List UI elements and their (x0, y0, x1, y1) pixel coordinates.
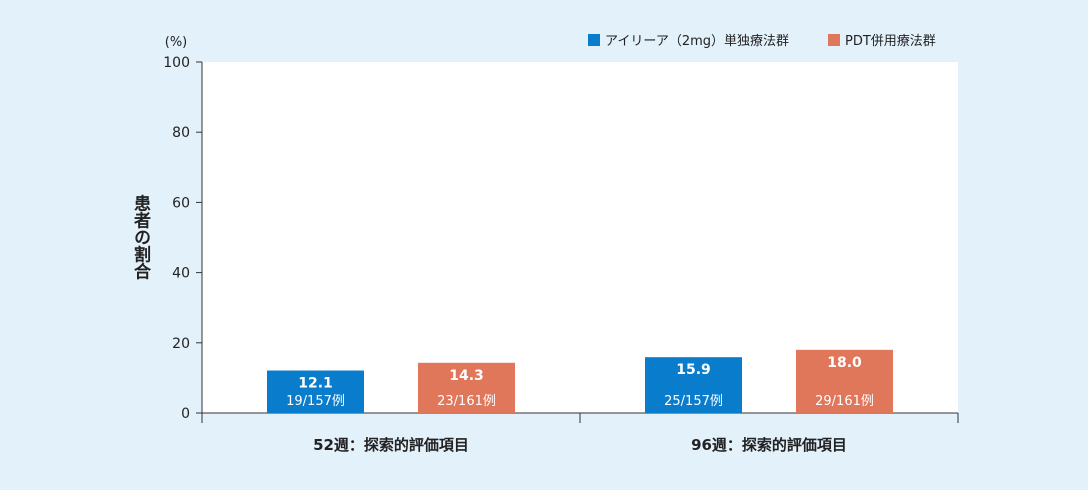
y-tick-label: 0 (181, 406, 190, 422)
y-tick-label: 20 (172, 336, 190, 352)
bar (645, 357, 742, 413)
legend: アイリーア（2mg）単独療法群 PDT併用療法群 (588, 33, 936, 49)
axes: 0 20 40 60 80 100 52週：探索的評価項目 96週：探索的評価項目 (163, 55, 959, 454)
bar-value-label: 18.0 (827, 355, 862, 371)
bar-count-label: 25/157例 (664, 394, 723, 409)
bar (418, 362, 515, 413)
bar-value-label: 14.3 (449, 368, 484, 384)
bar-count-label: 19/157例 (286, 394, 345, 409)
bar (796, 349, 893, 413)
x-category-label: 96週：探索的評価項目 (691, 436, 847, 454)
legend-label: PDT併用療法群 (845, 34, 936, 49)
y-tick-label: 60 (172, 195, 190, 211)
bar (267, 370, 364, 413)
bars: 12.1 19/157例 14.3 23/161例 15.9 25/157例 18.0 29/… (267, 349, 893, 413)
legend-swatch (828, 34, 840, 46)
y-tick-label: 100 (163, 55, 190, 71)
bar-value-label: 12.1 (298, 376, 333, 392)
bar-count-label: 29/161例 (815, 394, 874, 409)
y-tick-label: 80 (172, 125, 190, 141)
bar-value-label: 15.9 (676, 362, 711, 378)
legend-label: アイリーア（2mg）単独療法群 (605, 33, 789, 49)
x-category-label: 52週：探索的評価項目 (313, 436, 469, 454)
y-axis-label: 患者の割合 (130, 194, 152, 280)
legend-swatch (588, 34, 600, 46)
y-tick-label: 40 (172, 266, 190, 282)
bar-count-label: 23/161例 (437, 394, 496, 409)
y-unit-label: (%) (165, 35, 188, 50)
